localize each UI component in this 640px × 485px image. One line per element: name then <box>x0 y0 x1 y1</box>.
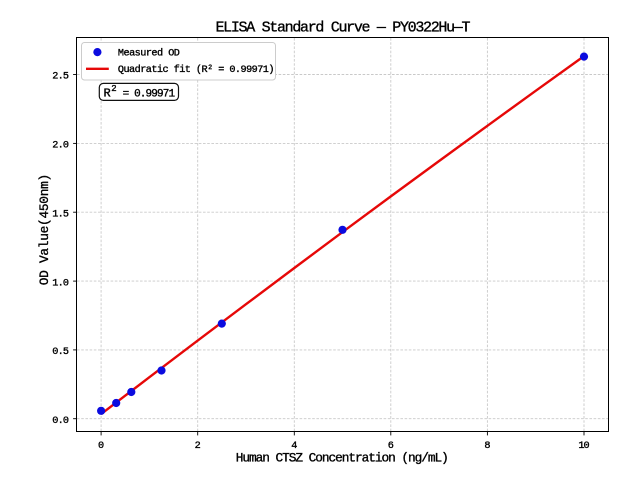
svg-text:0: 0 <box>98 441 104 452</box>
svg-text:ELISA Standard Curve — PY0322H: ELISA Standard Curve — PY0322Hu—T <box>216 19 471 36</box>
svg-text:0.5: 0.5 <box>52 347 69 358</box>
svg-text:10: 10 <box>578 441 589 452</box>
svg-text:Quadratic fit (R² = 0.99971): Quadratic fit (R² = 0.99971) <box>118 64 275 76</box>
svg-text:1.0: 1.0 <box>52 278 69 289</box>
svg-text:6: 6 <box>388 441 394 452</box>
svg-text:Measured OD: Measured OD <box>118 48 180 60</box>
svg-text:2: 2 <box>111 84 116 94</box>
svg-text:8: 8 <box>484 441 490 452</box>
svg-text:2.5: 2.5 <box>52 72 69 83</box>
svg-text:4: 4 <box>291 441 297 452</box>
svg-text:OD Value(450nm): OD Value(450nm) <box>37 174 52 286</box>
svg-text:0.0: 0.0 <box>52 416 69 427</box>
svg-text:Human CTSZ Concentration (ng/m: Human CTSZ Concentration (ng/mL) <box>236 450 449 465</box>
svg-text:2.0: 2.0 <box>52 141 69 152</box>
svg-text:R: R <box>104 86 111 100</box>
svg-text:= 0.99971: = 0.99971 <box>123 88 176 100</box>
svg-text:2: 2 <box>195 441 201 452</box>
svg-text:1.5: 1.5 <box>52 209 69 220</box>
